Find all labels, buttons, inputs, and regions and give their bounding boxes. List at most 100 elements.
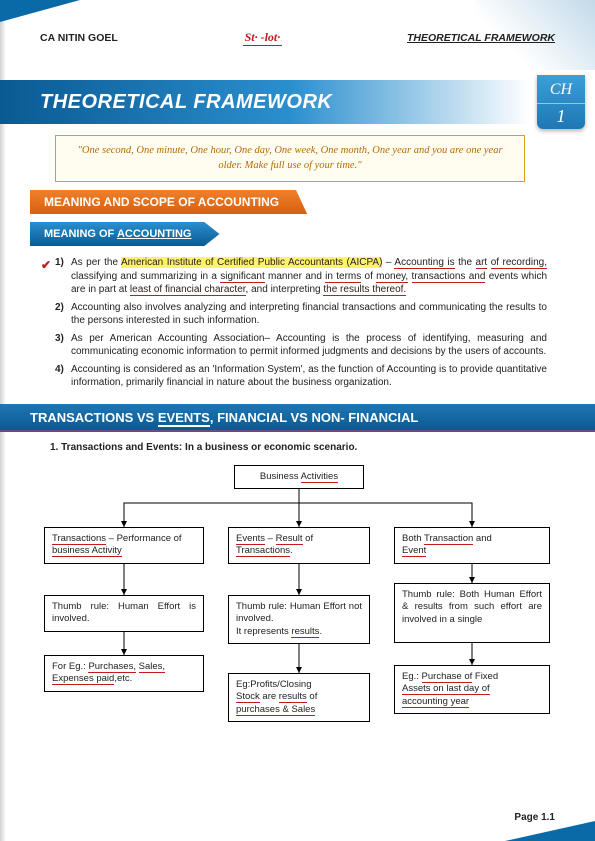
underlined-text: significant [220,271,264,283]
meaning-item-text: Accounting also involves analyzing and i… [71,301,547,328]
text-span: Eg:Profits/Closing [236,679,312,690]
text-span: of [307,691,318,702]
flow-node: Eg.: Purchase of FixedAssets on last day… [394,665,550,714]
meaning-item: 4)Accounting is considered as an 'Inform… [55,363,547,390]
meaning-item: ✔1)As per the American Institute of Cert… [55,256,547,297]
flow-node: Both Transaction and Event [394,527,550,564]
text-span: of [361,271,376,282]
page-footer: Page 1.1 [514,812,555,823]
quote-box: "One second, One minute, One hour, One d… [55,135,525,182]
flow-node: Thumb rule: Both Human Effort & results … [394,583,550,643]
text-span: Both [402,533,424,544]
underlined-text: Expenses paid [52,673,114,685]
text-span: – [265,533,276,544]
underlined-text: in terms [325,271,361,283]
text-span: , and interpreting [246,284,324,295]
text-span: . [319,626,322,637]
underlined-text: purchases & Sales [236,704,315,716]
underlined-text: results [279,691,307,703]
flow-edge [124,489,299,527]
underlined-text: Activities [301,471,338,483]
chapter-number: 1 [537,103,585,127]
text-span: and [473,533,492,544]
text-span: It represents [236,626,291,637]
meaning-item-text: As per American Accounting Association– … [71,332,547,359]
underlined-text: money, [376,271,408,283]
underlined-text: least of financial character [130,284,246,296]
text-span: . [290,545,293,556]
chapter-prefix: CH [537,81,585,99]
underlined-text: the results thereof. [323,284,406,296]
flow-node: Eg:Profits/ClosingStock are results of pu… [228,673,370,722]
text-span: Thumb rule: Human Effort not involved. [236,601,362,624]
underlined-text: accounting year [402,696,469,708]
flow-edge [299,489,472,527]
flow-node: Business Activities [234,465,364,489]
underlined-text: art [476,257,488,269]
flow-node: Transactions – Performance ofbusiness Ac… [44,527,204,564]
text-span: Business [260,471,301,482]
meaning-list: ✔1)As per the American Institute of Cert… [55,256,547,394]
text-span: Eg.: [402,671,422,682]
transactions-caption: 1. Transactions and Events: In a busines… [50,442,357,453]
meaning-item-number: 3) [55,332,71,359]
section-bar-full: TRANSACTIONS VS EVENTS, FINANCIAL VS NON… [0,404,595,432]
underlined-text: Purchase of [422,671,473,683]
section-bar-full-pre: TRANSACTIONS VS [30,410,158,425]
meaning-item: 2)Accounting also involves analyzing and… [55,301,547,328]
underlined-text: transactions and [412,271,486,283]
section-heading-blue: MEANING OF ACCOUNTING [30,222,220,246]
meaning-item: 3)As per American Accounting Association… [55,332,547,359]
section-bar-full-uw: EVENTS [158,410,210,427]
meaning-item-text: Accounting is considered as an 'Informat… [71,363,547,390]
meaning-item-number: 2) [55,301,71,328]
text-span: For Eg.: [52,661,88,672]
underlined-text: Result [276,533,303,545]
underlined-text: Events [236,533,265,545]
title-banner: THEORETICAL FRAMEWORK [0,80,530,124]
section-heading-orange: MEANING AND SCOPE OF ACCOUNTING [30,190,307,214]
flowchart: Business Activities Transactions – Perfor… [38,465,557,785]
text-span: classifying and summarizing in a [71,271,220,282]
underlined-text: Event [402,545,426,557]
underlined-text: Transactions [52,533,106,545]
text-span: are [260,691,279,702]
underlined-text: Transaction [424,533,473,545]
flow-node: Events – Result of Transactions. [228,527,370,564]
text-span: the [455,257,476,268]
header-row: CA NITIN GOEL St· -lot· THEORETICAL FRAM… [40,30,555,46]
underlined-text: Stock [236,691,260,703]
text-span: Fixed [472,671,498,682]
text-span: – [382,257,394,268]
text-span: manner and [265,271,325,282]
flow-node: Thumb rule: Human Effort is involved. [44,595,204,632]
meaning-item-number: 1) [55,256,71,297]
meaning-item-number: 4) [55,363,71,390]
chapter-tab: CH 1 [537,75,585,129]
author-name: CA NITIN GOEL [40,32,118,44]
corner-top-left [0,0,80,22]
meaning-item-text: As per the American Institute of Certifi… [71,256,547,297]
text-span: – Performance of [106,533,182,544]
underlined-text: Assets on last day of [402,683,490,695]
section-heading-blue-uw: ACCOUNTING [117,228,192,240]
underlined-text: Sales, [139,661,165,673]
underlined-text: of recording, [491,257,547,269]
highlighted-text: American Institute of Certified Public A… [121,257,382,268]
corner-bottom-right [505,821,595,841]
section-heading-blue-pre: MEANING OF [44,228,117,240]
handwritten-note: St· -lot· [243,30,283,46]
text-span: Thumb rule: Both Human Effort & results … [402,589,542,625]
underlined-text: Purchases, [88,661,136,673]
underlined-text: results [291,626,319,638]
running-title: THEORETICAL FRAMEWORK [407,32,555,44]
text-span: As per the [71,257,121,268]
section-bar-full-post: , FINANCIAL VS NON- FINANCIAL [210,410,418,425]
underlined-text: business Activity [52,545,122,557]
underlined-text: Transactions [236,545,290,557]
text-span: of [303,533,314,544]
flow-node: For Eg.: Purchases, Sales, Expenses paid,… [44,655,204,692]
underlined-text: Accounting is [394,257,454,269]
text-span: Thumb rule: Human Effort is involved. [52,601,196,624]
text-span: ,etc. [114,673,132,684]
